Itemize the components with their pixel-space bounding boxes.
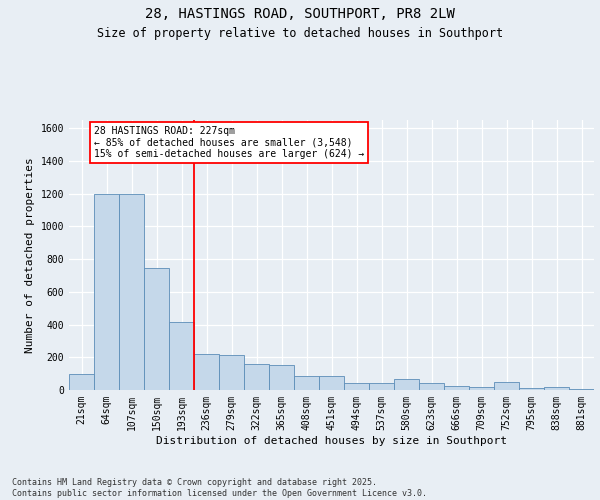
Bar <box>494 382 519 390</box>
Bar <box>519 388 544 390</box>
Bar <box>544 387 569 390</box>
Bar <box>394 380 419 390</box>
X-axis label: Distribution of detached houses by size in Southport: Distribution of detached houses by size … <box>156 436 507 446</box>
Bar <box>369 382 394 390</box>
Bar <box>194 354 219 390</box>
Bar <box>344 382 369 390</box>
Y-axis label: Number of detached properties: Number of detached properties <box>25 157 35 353</box>
Bar <box>119 194 144 390</box>
Bar <box>269 364 294 390</box>
Bar <box>444 386 469 390</box>
Bar <box>469 386 494 390</box>
Bar <box>569 389 594 390</box>
Bar <box>219 355 244 390</box>
Bar <box>319 376 344 390</box>
Bar <box>294 376 319 390</box>
Bar <box>419 383 444 390</box>
Bar <box>69 374 94 390</box>
Text: 28, HASTINGS ROAD, SOUTHPORT, PR8 2LW: 28, HASTINGS ROAD, SOUTHPORT, PR8 2LW <box>145 8 455 22</box>
Bar <box>144 268 169 390</box>
Text: Size of property relative to detached houses in Southport: Size of property relative to detached ho… <box>97 28 503 40</box>
Bar <box>94 194 119 390</box>
Bar <box>244 364 269 390</box>
Text: 28 HASTINGS ROAD: 227sqm
← 85% of detached houses are smaller (3,548)
15% of sem: 28 HASTINGS ROAD: 227sqm ← 85% of detach… <box>94 126 364 159</box>
Bar <box>169 322 194 390</box>
Text: Contains HM Land Registry data © Crown copyright and database right 2025.
Contai: Contains HM Land Registry data © Crown c… <box>12 478 427 498</box>
